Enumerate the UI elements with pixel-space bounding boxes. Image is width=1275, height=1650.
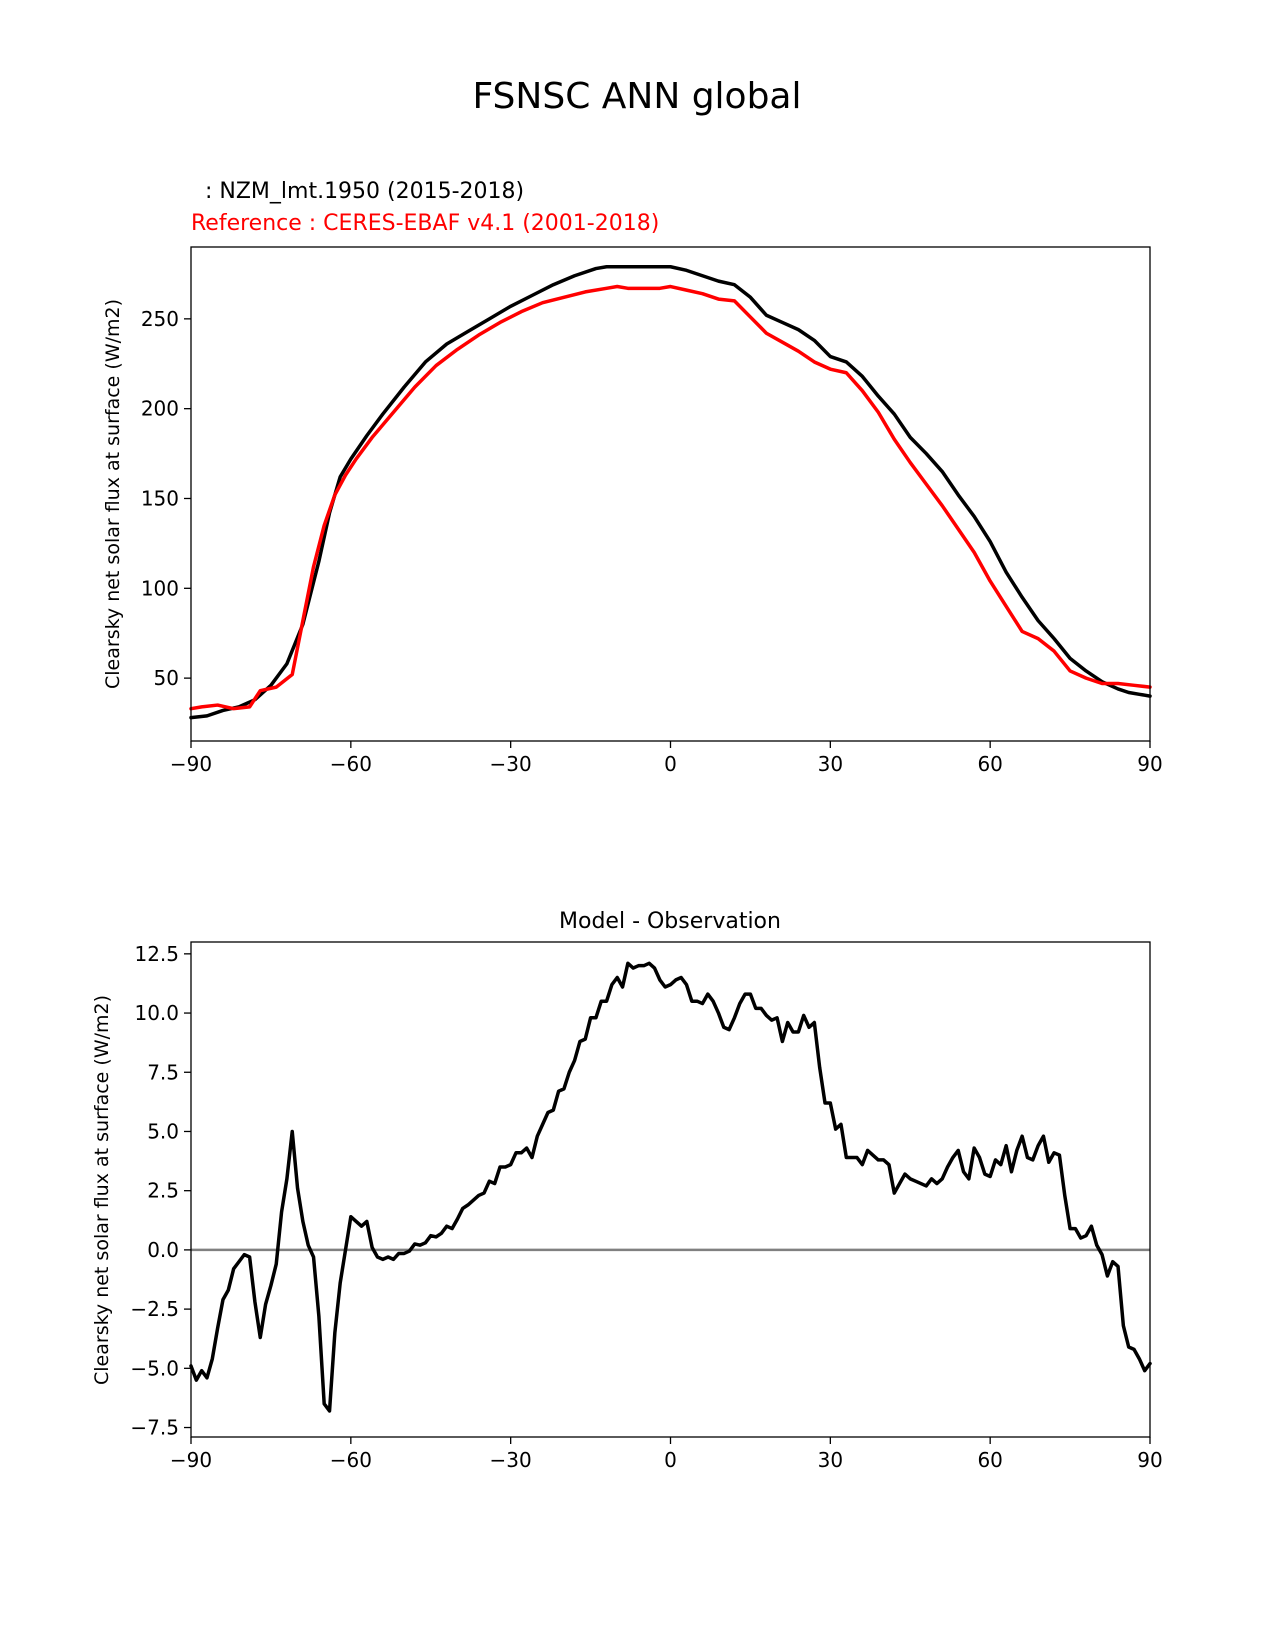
bottom-panel-y-axis-label: Clearsky net solar flux at surface (W/m2…	[91, 995, 113, 1385]
top-x-tick-label: 90	[1137, 752, 1162, 776]
figure-suptitle: FSNSC ANN global	[472, 76, 801, 117]
top-x-tick-label: −90	[170, 752, 212, 776]
bottom-x-tick-label: 0	[664, 1448, 677, 1472]
bottom-x-tick-label: −90	[170, 1448, 212, 1472]
top-y-tick-label: 250	[141, 307, 179, 331]
top-x-tick-label: 60	[977, 752, 1002, 776]
top-y-tick-label: 150	[141, 486, 179, 510]
top-series-line-model	[189, 265, 1152, 720]
bottom-y-tick-label: −2.5	[130, 1297, 179, 1321]
top-x-tick-label: 0	[664, 752, 677, 776]
top-panel-test-title: : NZM_lmt.1950 (2015-2018)	[191, 179, 524, 204]
bottom-x-tick-label: 30	[818, 1448, 843, 1472]
bottom-y-tick-label: 10.0	[134, 1001, 179, 1025]
bottom-panel-difference: Model - Observation −90 −60 −30 0 30 60 90 −7.5…	[91, 909, 1163, 1472]
top-panel-zonal-mean: : NZM_lmt.1950 (2015-2018) Reference : C…	[102, 179, 1163, 776]
bottom-x-tick-label: −60	[330, 1448, 372, 1472]
bottom-y-tick-label: 0.0	[147, 1238, 179, 1262]
bottom-y-tick-label: 7.5	[147, 1060, 179, 1084]
bottom-panel-title: Model - Observation	[559, 909, 781, 934]
top-series-line-reference	[189, 284, 1152, 711]
bottom-y-tick-label: −7.5	[130, 1416, 179, 1440]
top-x-tick-label: 30	[818, 752, 843, 776]
bottom-series-line-model	[189, 961, 1152, 1413]
top-x-tick-label: −30	[490, 752, 532, 776]
bottom-x-tick-label: 60	[977, 1448, 1002, 1472]
top-y-tick-label: 100	[141, 576, 179, 600]
top-panel-reference-title: Reference : CERES-EBAF v4.1 (2001-2018)	[191, 211, 659, 236]
bottom-y-tick-label: 12.5	[134, 942, 179, 966]
top-y-tick-label: 50	[154, 666, 179, 690]
bottom-y-tick-label: −5.0	[130, 1356, 179, 1380]
top-x-tick-label: −60	[330, 752, 372, 776]
top-panel-y-axis-label: Clearsky net solar flux at surface (W/m2…	[102, 299, 124, 689]
bottom-x-tick-label: −30	[490, 1448, 532, 1472]
bottom-y-tick-label: 5.0	[147, 1119, 179, 1143]
bottom-x-tick-label: 90	[1137, 1448, 1162, 1472]
bottom-panel-frame	[190, 941, 1151, 1438]
top-y-tick-label: 200	[141, 397, 179, 421]
bottom-y-tick-label: 2.5	[147, 1179, 179, 1203]
